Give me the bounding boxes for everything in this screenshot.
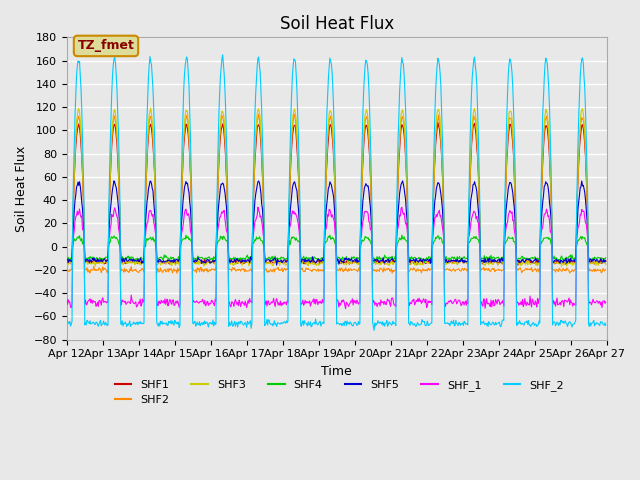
SHF2	[73, 127, 81, 133]
SHF1	[63, 258, 70, 264]
SHF5	[403, 217, 411, 223]
SHF3	[147, 105, 155, 111]
SHF_1	[602, 299, 609, 305]
SHF_2	[63, 318, 70, 324]
SHF_2	[183, 54, 191, 60]
SHF5	[602, 259, 609, 264]
SHF2	[602, 267, 609, 273]
Line: SHF_1: SHF_1	[67, 207, 605, 308]
SHF_1	[211, 296, 219, 302]
SHF2	[419, 266, 427, 272]
SHF5	[184, 180, 191, 186]
SHF2	[255, 111, 262, 117]
SHF1	[211, 259, 219, 264]
SHF2	[63, 267, 70, 273]
SHF4	[403, 239, 411, 244]
SHF3	[184, 108, 191, 114]
SHF_2	[219, 52, 227, 58]
SHF4	[211, 255, 219, 261]
SHF2	[173, 270, 181, 276]
SHF4	[602, 255, 609, 261]
Legend: SHF1, SHF2, SHF3, SHF4, SHF5, SHF_1, SHF_2: SHF1, SHF2, SHF3, SHF4, SHF5, SHF_1, SHF…	[110, 375, 568, 410]
SHF3	[63, 259, 70, 265]
SHF3	[403, 163, 410, 169]
SHF_1	[128, 298, 136, 303]
SHF_1	[342, 305, 349, 311]
SHF4	[128, 254, 136, 260]
SHF1	[183, 122, 191, 128]
Title: Soil Heat Flux: Soil Heat Flux	[280, 15, 394, 33]
SHF1	[434, 120, 442, 125]
SHF1	[417, 259, 425, 264]
SHF_1	[419, 298, 427, 303]
Line: SHF1: SHF1	[67, 122, 605, 265]
SHF_2	[602, 323, 609, 328]
SHF3	[557, 264, 565, 270]
SHF_2	[419, 319, 427, 324]
SHF_2	[211, 322, 219, 327]
SHF5	[419, 257, 427, 263]
SHF1	[402, 156, 410, 161]
SHF1	[73, 134, 81, 140]
SHF5	[273, 262, 280, 268]
SHF3	[73, 119, 81, 125]
SHF_2	[371, 327, 378, 333]
SHF1	[128, 259, 136, 265]
SHF3	[602, 262, 609, 267]
SHF2	[184, 117, 191, 123]
SHF_1	[63, 296, 70, 301]
SHF2	[128, 268, 136, 274]
SHF5	[212, 258, 220, 264]
SHF_1	[254, 204, 262, 210]
SHF_2	[73, 73, 81, 79]
SHF5	[110, 178, 118, 184]
SHF_2	[128, 322, 136, 327]
Line: SHF2: SHF2	[67, 114, 605, 273]
SHF1	[602, 258, 609, 264]
SHF4	[371, 260, 379, 265]
Text: TZ_fmet: TZ_fmet	[77, 39, 134, 52]
SHF_1	[73, 213, 81, 218]
SHF3	[128, 260, 136, 266]
Line: SHF3: SHF3	[67, 108, 605, 267]
SHF1	[514, 262, 522, 268]
SHF_1	[183, 211, 191, 216]
Line: SHF4: SHF4	[67, 235, 605, 263]
SHF4	[419, 256, 427, 262]
SHF_1	[403, 227, 411, 232]
SHF3	[419, 261, 426, 267]
SHF2	[403, 190, 411, 196]
SHF2	[212, 264, 220, 270]
Line: SHF5: SHF5	[67, 181, 605, 265]
Line: SHF_2: SHF_2	[67, 55, 605, 330]
SHF4	[63, 255, 70, 261]
SHF4	[398, 232, 406, 238]
SHF3	[212, 261, 220, 266]
SHF5	[129, 258, 136, 264]
SHF4	[73, 236, 81, 241]
SHF5	[73, 184, 81, 190]
SHF_2	[403, 165, 411, 171]
Y-axis label: Soil Heat Flux: Soil Heat Flux	[15, 145, 28, 232]
SHF5	[63, 256, 70, 262]
SHF4	[183, 235, 191, 241]
X-axis label: Time: Time	[321, 365, 352, 378]
